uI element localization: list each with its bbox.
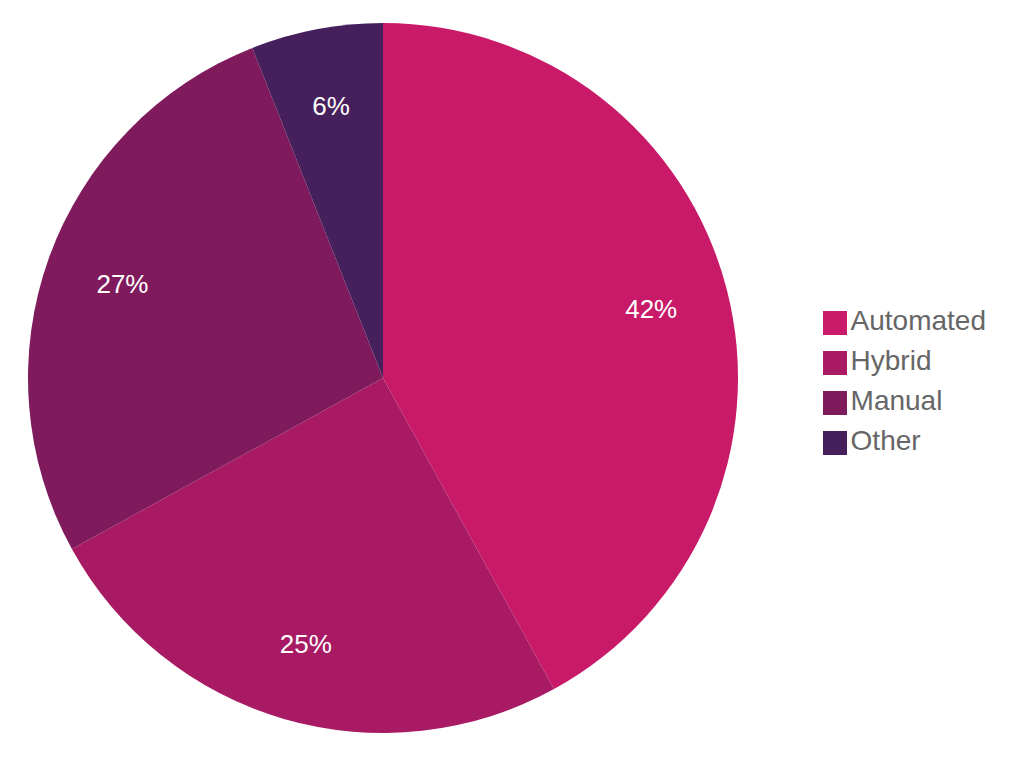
svg-text:27%: 27% <box>96 269 148 299</box>
html-text:Hybrid: Hybrid <box>850 345 932 376</box>
svg-text:25%: 25% <box>280 629 332 659</box>
html-text:Other: Other <box>850 425 921 456</box>
html-text:Automated: Automated <box>850 305 986 336</box>
svg-text:6%: 6% <box>312 91 350 121</box>
svg-text:42%: 42% <box>625 294 677 324</box>
html-text:Manual: Manual <box>850 385 943 416</box>
